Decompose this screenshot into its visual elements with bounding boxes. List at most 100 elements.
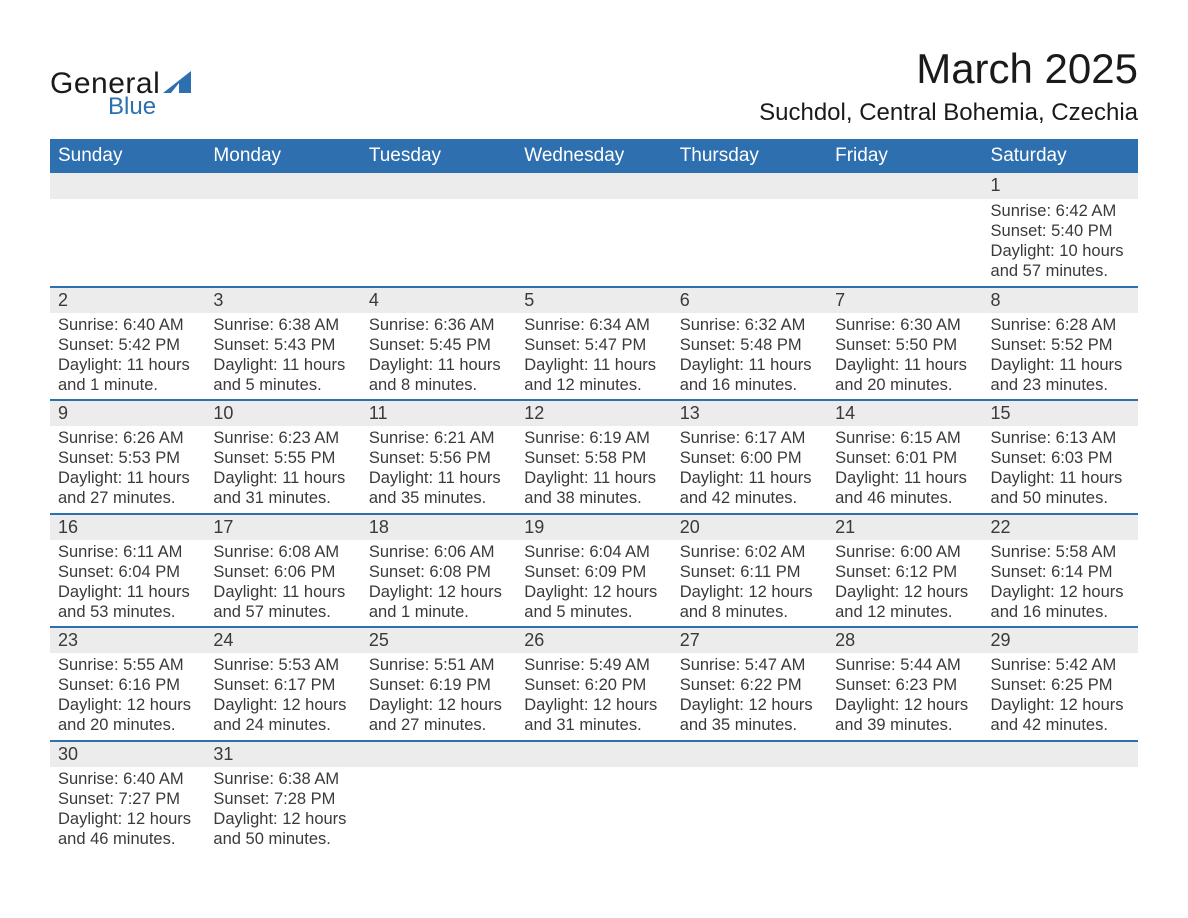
dl2-text: and 20 minutes. — [58, 715, 197, 735]
sunrise-text: Sunrise: 6:32 AM — [680, 315, 819, 335]
sunrise-text: Sunrise: 6:23 AM — [213, 428, 352, 448]
day-detail-cell — [516, 199, 671, 287]
sunset-text: Sunset: 5:53 PM — [58, 448, 197, 468]
sunrise-text: Sunrise: 6:42 AM — [991, 201, 1130, 221]
day-number-cell: 25 — [361, 627, 516, 653]
day-detail-cell: Sunrise: 6:40 AMSunset: 5:42 PMDaylight:… — [50, 313, 205, 401]
sunrise-text: Sunrise: 5:42 AM — [991, 655, 1130, 675]
day-number-cell — [516, 173, 671, 199]
sunset-text: Sunset: 5:52 PM — [991, 335, 1130, 355]
dl2-text: and 31 minutes. — [524, 715, 663, 735]
day-number-cell: 24 — [205, 627, 360, 653]
sunrise-text: Sunrise: 6:15 AM — [835, 428, 974, 448]
dl1-text: Daylight: 12 hours — [524, 582, 663, 602]
day-detail-cell — [827, 199, 982, 287]
day-detail-cell: Sunrise: 6:36 AMSunset: 5:45 PMDaylight:… — [361, 313, 516, 401]
day-detail-cell: Sunrise: 5:53 AMSunset: 6:17 PMDaylight:… — [205, 653, 360, 741]
dl2-text: and 24 minutes. — [213, 715, 352, 735]
sunrise-text: Sunrise: 6:21 AM — [369, 428, 508, 448]
sunset-text: Sunset: 6:19 PM — [369, 675, 508, 695]
dl1-text: Daylight: 12 hours — [58, 809, 197, 829]
dl2-text: and 57 minutes. — [213, 602, 352, 622]
sunrise-text: Sunrise: 6:06 AM — [369, 542, 508, 562]
day-detail-cell: Sunrise: 6:17 AMSunset: 6:00 PMDaylight:… — [672, 426, 827, 514]
dl2-text: and 50 minutes. — [991, 488, 1130, 508]
month-title: March 2025 — [759, 45, 1138, 93]
calendar-head: Sunday Monday Tuesday Wednesday Thursday… — [50, 139, 1138, 173]
day-number-cell: 4 — [361, 287, 516, 313]
sunset-text: Sunset: 6:16 PM — [58, 675, 197, 695]
dl1-text: Daylight: 11 hours — [680, 468, 819, 488]
sunset-text: Sunset: 7:27 PM — [58, 789, 197, 809]
dl2-text: and 8 minutes. — [369, 375, 508, 395]
dl1-text: Daylight: 12 hours — [58, 695, 197, 715]
dl2-text: and 35 minutes. — [680, 715, 819, 735]
dl2-text: and 5 minutes. — [524, 602, 663, 622]
day-detail-cell: Sunrise: 6:21 AMSunset: 5:56 PMDaylight:… — [361, 426, 516, 514]
calendar-body: 1Sunrise: 6:42 AMSunset: 5:40 PMDaylight… — [50, 173, 1138, 853]
day-detail-cell: Sunrise: 5:58 AMSunset: 6:14 PMDaylight:… — [983, 540, 1138, 628]
sunrise-text: Sunrise: 6:40 AM — [58, 315, 197, 335]
sunrise-text: Sunrise: 6:38 AM — [213, 769, 352, 789]
logo-text-blue: Blue — [108, 93, 156, 121]
sunset-text: Sunset: 5:48 PM — [680, 335, 819, 355]
day-detail-cell: Sunrise: 5:44 AMSunset: 6:23 PMDaylight:… — [827, 653, 982, 741]
dl1-text: Daylight: 12 hours — [991, 582, 1130, 602]
day-number-cell: 6 — [672, 287, 827, 313]
day-number-cell: 14 — [827, 400, 982, 426]
day-number-cell: 31 — [205, 741, 360, 767]
weekday-header-row: Sunday Monday Tuesday Wednesday Thursday… — [50, 139, 1138, 173]
sunset-text: Sunset: 6:20 PM — [524, 675, 663, 695]
day-number-cell: 26 — [516, 627, 671, 653]
day-detail-cell — [205, 199, 360, 287]
sunrise-text: Sunrise: 6:11 AM — [58, 542, 197, 562]
dl2-text: and 27 minutes. — [369, 715, 508, 735]
sunset-text: Sunset: 6:03 PM — [991, 448, 1130, 468]
dl1-text: Daylight: 11 hours — [213, 582, 352, 602]
sunrise-text: Sunrise: 6:08 AM — [213, 542, 352, 562]
dl1-text: Daylight: 11 hours — [524, 355, 663, 375]
dl2-text: and 5 minutes. — [213, 375, 352, 395]
sunset-text: Sunset: 5:45 PM — [369, 335, 508, 355]
day-number-cell: 12 — [516, 400, 671, 426]
sunrise-text: Sunrise: 6:26 AM — [58, 428, 197, 448]
sunset-text: Sunset: 6:11 PM — [680, 562, 819, 582]
sunrise-text: Sunrise: 5:44 AM — [835, 655, 974, 675]
day-number-cell: 8 — [983, 287, 1138, 313]
sunrise-text: Sunrise: 6:04 AM — [524, 542, 663, 562]
day-number-cell: 2 — [50, 287, 205, 313]
sunset-text: Sunset: 5:40 PM — [991, 221, 1130, 241]
day-detail-cell: Sunrise: 6:19 AMSunset: 5:58 PMDaylight:… — [516, 426, 671, 514]
dl1-text: Daylight: 11 hours — [369, 355, 508, 375]
dl2-text: and 12 minutes. — [524, 375, 663, 395]
sunrise-text: Sunrise: 6:17 AM — [680, 428, 819, 448]
day-detail-cell: Sunrise: 6:38 AMSunset: 7:28 PMDaylight:… — [205, 767, 360, 854]
dl2-text: and 39 minutes. — [835, 715, 974, 735]
dl1-text: Daylight: 12 hours — [369, 582, 508, 602]
day-detail-cell: Sunrise: 5:42 AMSunset: 6:25 PMDaylight:… — [983, 653, 1138, 741]
sunset-text: Sunset: 6:00 PM — [680, 448, 819, 468]
day-number-cell — [672, 741, 827, 767]
day-number-cell: 11 — [361, 400, 516, 426]
day-detail-cell — [361, 199, 516, 287]
day-detail-cell: Sunrise: 6:26 AMSunset: 5:53 PMDaylight:… — [50, 426, 205, 514]
day-number-cell — [983, 741, 1138, 767]
day-number-cell: 9 — [50, 400, 205, 426]
day-number-cell — [361, 741, 516, 767]
day-detail-cell: Sunrise: 5:49 AMSunset: 6:20 PMDaylight:… — [516, 653, 671, 741]
day-detail-cell: Sunrise: 6:02 AMSunset: 6:11 PMDaylight:… — [672, 540, 827, 628]
day-number-cell — [672, 173, 827, 199]
daynum-row: 23242526272829 — [50, 627, 1138, 653]
day-detail-cell: Sunrise: 6:30 AMSunset: 5:50 PMDaylight:… — [827, 313, 982, 401]
dl2-text: and 16 minutes. — [991, 602, 1130, 622]
day-detail-cell: Sunrise: 6:23 AMSunset: 5:55 PMDaylight:… — [205, 426, 360, 514]
day-detail-cell: Sunrise: 6:42 AMSunset: 5:40 PMDaylight:… — [983, 199, 1138, 287]
day-detail-cell — [516, 767, 671, 854]
dl1-text: Daylight: 11 hours — [58, 582, 197, 602]
day-detail-cell — [672, 767, 827, 854]
day-detail-cell: Sunrise: 6:11 AMSunset: 6:04 PMDaylight:… — [50, 540, 205, 628]
dl2-text: and 42 minutes. — [680, 488, 819, 508]
day-number-cell: 19 — [516, 514, 671, 540]
day-number-cell: 20 — [672, 514, 827, 540]
dl2-text: and 27 minutes. — [58, 488, 197, 508]
